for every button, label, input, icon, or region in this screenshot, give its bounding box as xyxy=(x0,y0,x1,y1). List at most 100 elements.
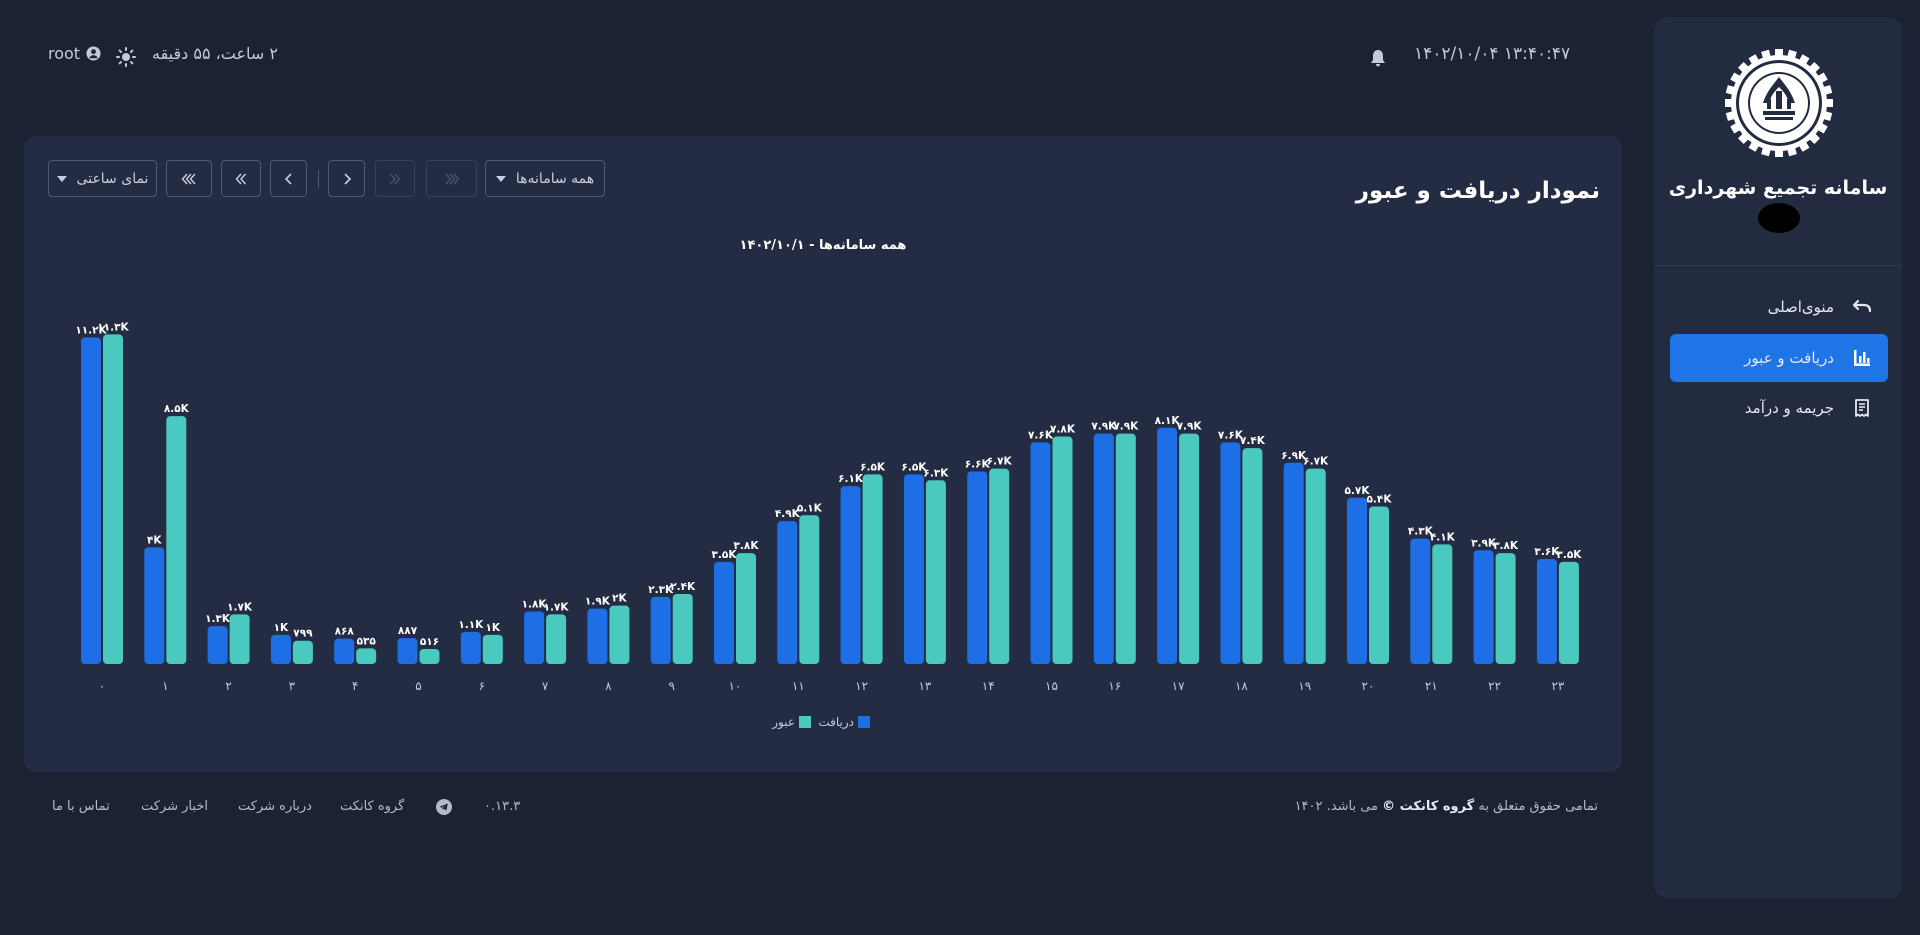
bar[interactable] xyxy=(1305,468,1326,664)
x-tick-label: ۱۳ xyxy=(918,679,931,693)
next-button[interactable] xyxy=(270,160,307,197)
receipt-icon xyxy=(1855,399,1869,417)
sidebar-item-label: دریافت و عبور xyxy=(1744,349,1834,367)
footer-link-news[interactable]: اخبار شرکت xyxy=(141,799,208,814)
bar[interactable] xyxy=(1179,433,1200,664)
data-label: ۱۱.۳K xyxy=(97,321,129,333)
data-label: ۱.۸K xyxy=(522,599,548,611)
bar[interactable] xyxy=(1052,436,1073,665)
chart-title: نمودار دریافت و عبور xyxy=(1355,178,1600,204)
bar[interactable] xyxy=(736,553,756,664)
data-label: ۳.۵K xyxy=(1556,549,1582,561)
data-label: ۲.۳K xyxy=(648,584,674,596)
bar[interactable] xyxy=(777,521,798,664)
jump-far-forward-button[interactable] xyxy=(166,160,212,197)
data-label: ۵.۷K xyxy=(1345,485,1371,497)
bar[interactable] xyxy=(925,480,946,664)
chart-card: نمودار دریافت و عبور نمای ساعتی همه ساما… xyxy=(24,136,1622,772)
x-tick-label: ۲ xyxy=(225,679,231,693)
data-label: ۵۳۵ xyxy=(357,635,377,647)
bar[interactable] xyxy=(103,334,123,664)
sidebar-item-fines[interactable]: جریمه و درآمد xyxy=(1670,384,1888,432)
gear-tooth xyxy=(1737,131,1751,145)
bar[interactable] xyxy=(524,611,545,665)
data-label: ۵.۱K xyxy=(797,502,823,514)
triple-chevron-left-icon xyxy=(181,173,196,184)
toolbar-separator xyxy=(318,170,319,188)
sidebar-item-traffic[interactable]: دریافت و عبور xyxy=(1670,334,1888,382)
bar[interactable] xyxy=(1495,553,1516,664)
bar[interactable] xyxy=(356,648,377,664)
legend-swatch xyxy=(858,716,870,728)
bar[interactable] xyxy=(1157,427,1178,664)
bar[interactable] xyxy=(482,634,503,664)
bar[interactable] xyxy=(799,515,820,664)
legend-label[interactable]: عبور xyxy=(771,715,795,730)
bar[interactable] xyxy=(609,605,630,664)
bar-chart: همه سامانه‌ها - ۱۴۰۲/۱۰/۱۱۱.۲K۱۱.۳K۰۴K۸.… xyxy=(75,238,1582,730)
bar[interactable] xyxy=(1536,559,1557,664)
legend-label[interactable]: دریافت xyxy=(818,715,854,730)
bar[interactable] xyxy=(1410,538,1431,664)
bar[interactable] xyxy=(1369,506,1389,665)
bar[interactable] xyxy=(270,634,291,664)
bar[interactable] xyxy=(1432,544,1453,664)
bar[interactable] xyxy=(672,594,693,664)
data-label: ۱K xyxy=(274,622,289,634)
gear-tooth xyxy=(1737,61,1751,75)
bar[interactable] xyxy=(1220,442,1241,664)
jump-back-button[interactable] xyxy=(375,160,415,197)
bar[interactable] xyxy=(166,416,187,664)
bar[interactable] xyxy=(229,614,250,664)
bar[interactable] xyxy=(1030,442,1051,664)
footer-link-about[interactable]: درباره شرکت xyxy=(238,799,312,814)
jump-forward-button[interactable] xyxy=(221,160,261,197)
sidebar-item-main-menu[interactable]: منوی‌اصلی xyxy=(1670,283,1888,331)
gear-tooth xyxy=(1797,139,1810,152)
bar[interactable] xyxy=(292,640,313,664)
gear-tooth xyxy=(1786,49,1797,62)
footer-link-contact[interactable]: تماس با ما xyxy=(52,799,110,814)
bar[interactable] xyxy=(334,638,355,664)
gear-tooth xyxy=(1807,61,1821,75)
data-label: ۵۱۶ xyxy=(420,636,439,648)
bar[interactable] xyxy=(587,608,608,664)
bar[interactable] xyxy=(840,486,861,664)
bar[interactable] xyxy=(144,547,165,664)
systems-dropdown[interactable]: همه سامانه‌ها xyxy=(485,160,605,197)
bell-icon[interactable] xyxy=(1368,48,1388,68)
gear-tooth xyxy=(1820,85,1833,96)
bar[interactable] xyxy=(207,626,228,664)
data-label: ۶.۳K xyxy=(923,467,949,479)
bar[interactable] xyxy=(1473,550,1494,664)
footer-link-connect-group[interactable]: گروه کانکت xyxy=(340,799,405,814)
legend-swatch xyxy=(799,716,811,728)
telegram-icon[interactable] xyxy=(436,799,452,815)
bar[interactable] xyxy=(714,561,734,664)
bar[interactable] xyxy=(460,631,481,664)
bar[interactable] xyxy=(419,648,440,664)
view-mode-dropdown[interactable]: نمای ساعتی xyxy=(48,160,157,197)
bar[interactable] xyxy=(1283,462,1304,664)
bar[interactable] xyxy=(1558,561,1579,664)
x-tick-label: ۱۰ xyxy=(729,679,742,693)
bar[interactable] xyxy=(81,337,101,664)
sun-icon[interactable] xyxy=(116,47,136,67)
jump-far-back-button[interactable] xyxy=(426,160,477,197)
bar[interactable] xyxy=(1115,433,1136,664)
bar[interactable] xyxy=(397,638,418,664)
bar[interactable] xyxy=(1093,433,1114,664)
bar[interactable] xyxy=(967,471,988,665)
caret-down-icon xyxy=(495,175,506,182)
bar[interactable] xyxy=(862,474,883,664)
bar[interactable] xyxy=(546,614,567,664)
bar[interactable] xyxy=(989,468,1010,664)
gear-tooth xyxy=(1807,131,1821,145)
bar[interactable] xyxy=(650,596,671,664)
x-tick-label: ۶ xyxy=(479,679,485,693)
previous-button[interactable] xyxy=(328,160,365,197)
user-menu[interactable]: root xyxy=(48,44,101,63)
bar[interactable] xyxy=(1242,448,1263,664)
bar[interactable] xyxy=(903,474,924,664)
bar[interactable] xyxy=(1347,497,1367,664)
